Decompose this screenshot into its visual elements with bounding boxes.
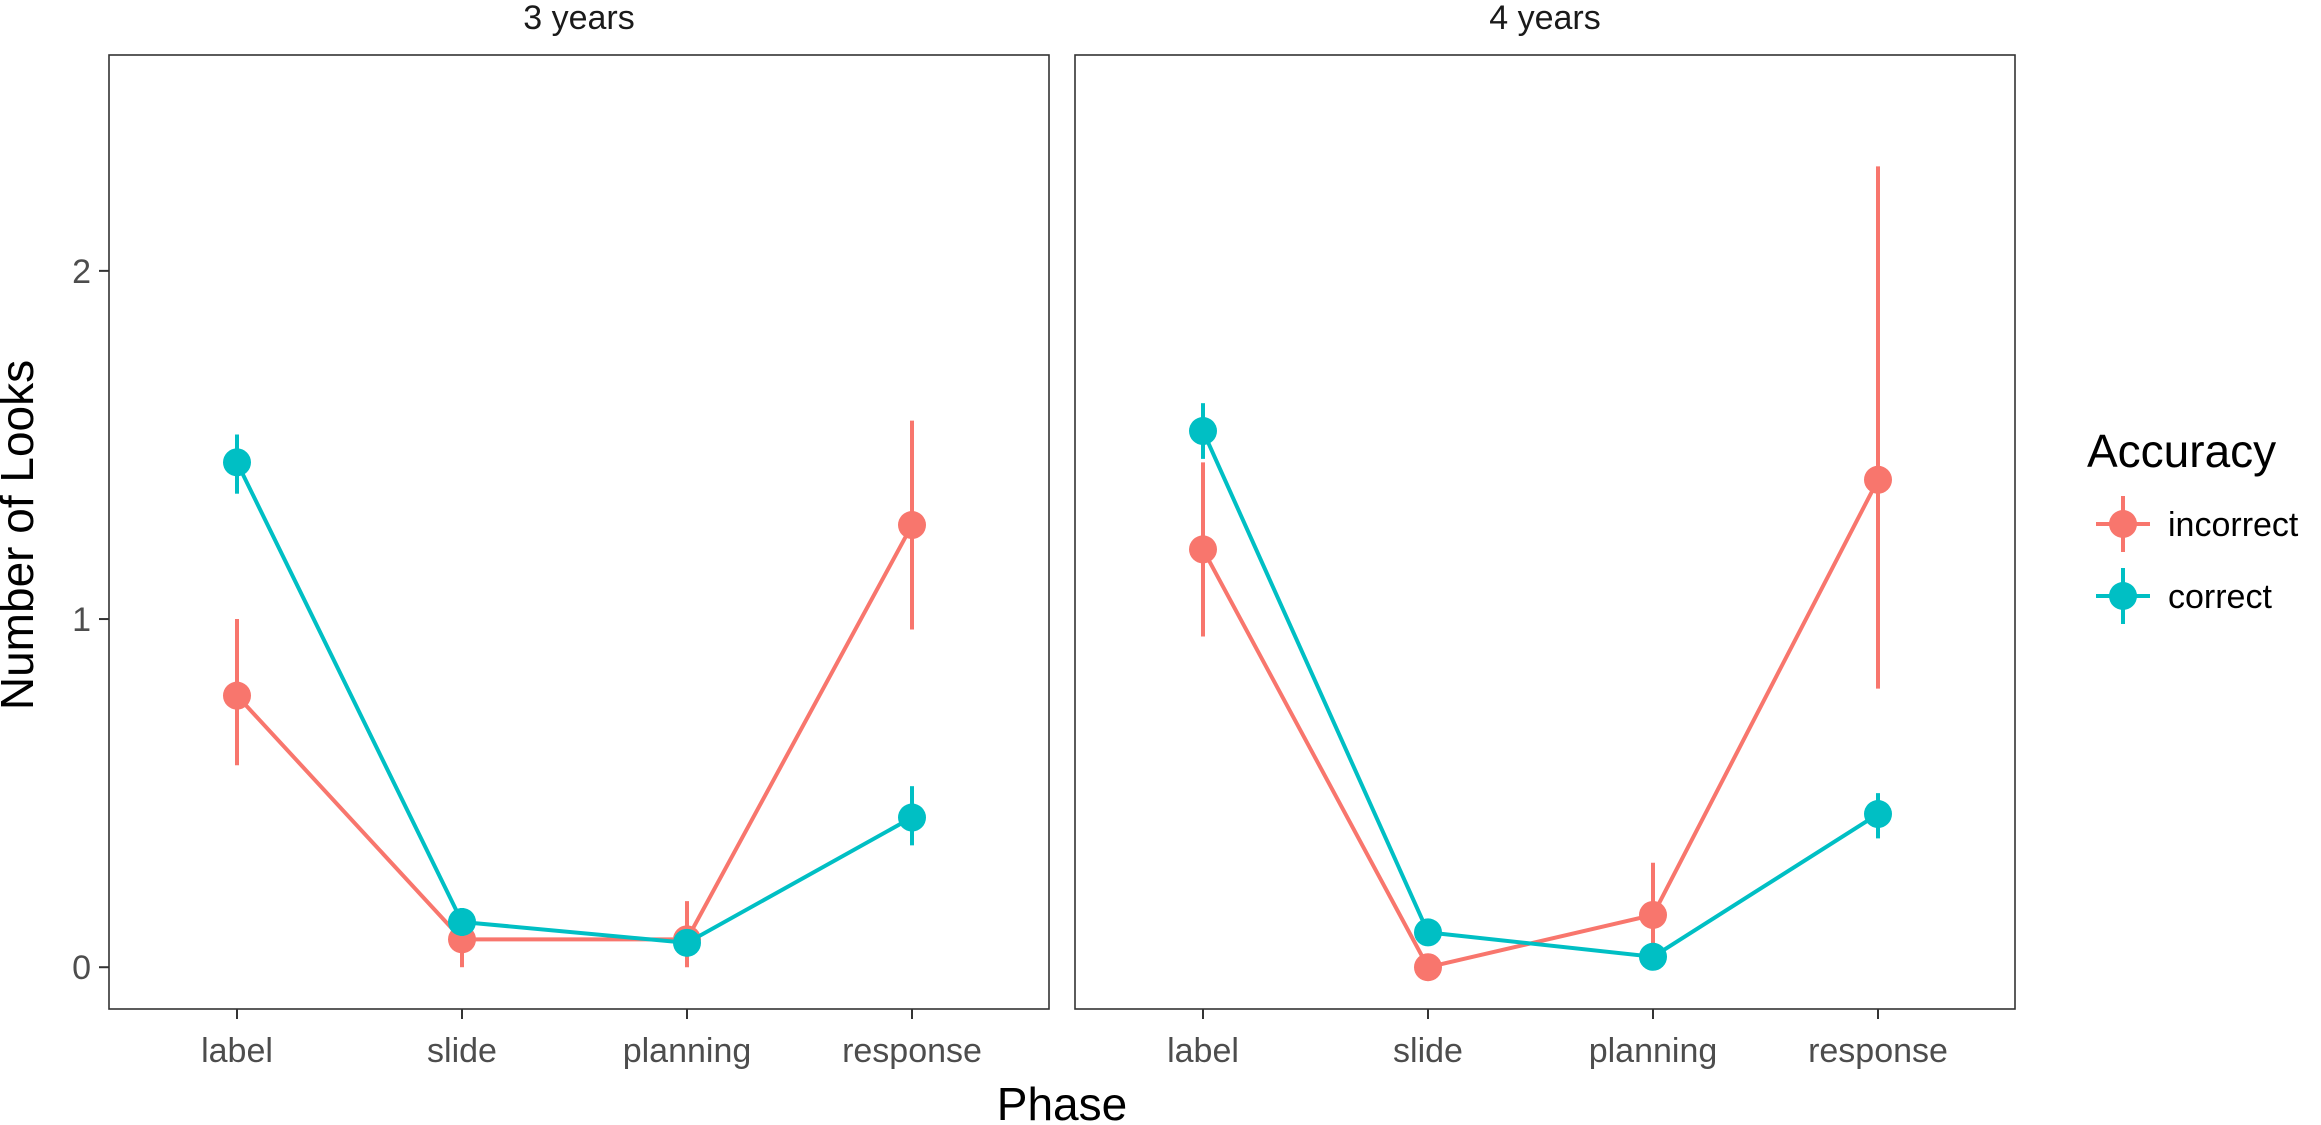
data-point xyxy=(1864,800,1892,829)
y-tick-label: 2 xyxy=(72,253,91,291)
series-line xyxy=(235,461,913,945)
data-point xyxy=(1639,942,1667,971)
series-incorrect xyxy=(223,420,926,968)
data-point xyxy=(1189,417,1217,446)
series-line xyxy=(1201,478,1880,970)
x-axis-title: Phase xyxy=(997,1078,1127,1125)
x-tick-label: slide xyxy=(427,1032,497,1070)
y-axis-title: Number of Looks xyxy=(0,360,43,710)
data-point xyxy=(1639,900,1667,929)
legend-keys: incorrect correct xyxy=(2096,496,2299,624)
data-point xyxy=(673,928,701,957)
panel-border xyxy=(1074,54,2016,1010)
data-point xyxy=(898,511,926,540)
data-point xyxy=(1414,918,1442,947)
data-point xyxy=(223,448,251,477)
legend-key-incorrect: incorrect xyxy=(2096,496,2299,552)
y-tick-label: 1 xyxy=(72,601,91,639)
series-incorrect xyxy=(1189,166,1892,982)
panel-strip-label: 3 years xyxy=(523,0,635,37)
series-line xyxy=(1201,430,1880,959)
legend-label: correct xyxy=(2168,578,2272,616)
panel-strip-label: 4 years xyxy=(1489,0,1601,37)
panel-border xyxy=(108,54,1050,1010)
legend-title: Accuracy xyxy=(2087,425,2276,477)
data-point xyxy=(223,681,251,710)
legend-key-correct: correct xyxy=(2096,568,2272,624)
x-tick-label: planning xyxy=(623,1032,752,1070)
x-tick-label: label xyxy=(1167,1032,1239,1070)
series-line xyxy=(235,524,914,942)
x-tick-label: planning xyxy=(1589,1032,1718,1070)
legend-point xyxy=(2109,510,2137,538)
series-correct xyxy=(1189,403,1892,971)
panel-1: 3 years 0 1 2 label slide planning response xyxy=(72,0,1050,1070)
legend-point xyxy=(2109,582,2137,610)
legend-label: incorrect xyxy=(2168,506,2299,544)
panel-2: 4 years label slide planning response xyxy=(1074,0,2016,1070)
legend: Accuracy incorrect correct xyxy=(2087,425,2299,624)
data-point xyxy=(448,907,476,936)
x-tick-label: response xyxy=(842,1032,982,1070)
data-point xyxy=(1414,953,1442,982)
x-tick-label: label xyxy=(201,1032,273,1070)
y-tick-label: 0 xyxy=(72,949,91,987)
x-tick-label: response xyxy=(1808,1032,1948,1070)
data-point xyxy=(1189,535,1217,564)
x-tick-label: slide xyxy=(1393,1032,1463,1070)
data-point xyxy=(1864,465,1892,494)
data-point xyxy=(898,803,926,832)
series-correct xyxy=(223,434,926,957)
